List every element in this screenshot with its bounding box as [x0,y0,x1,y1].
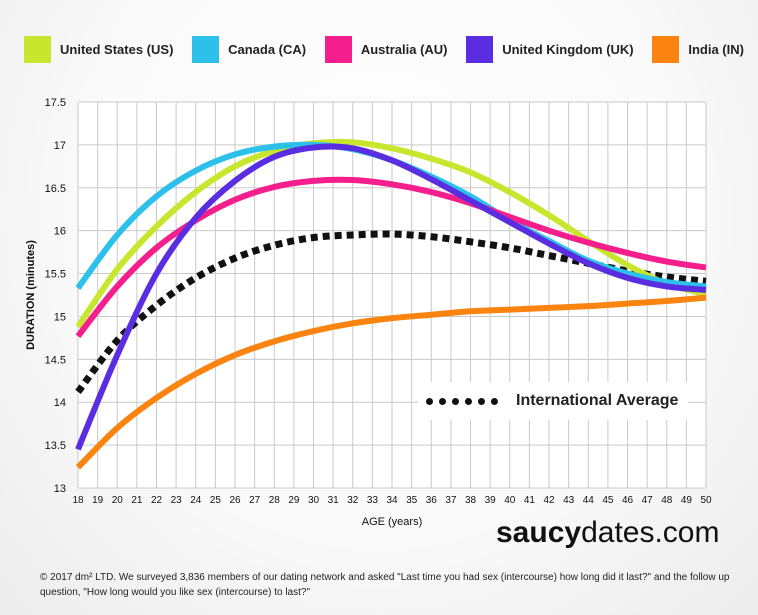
brand-rest: dates.com [581,516,720,549]
x-tick-label: 48 [661,495,673,506]
x-axis-ticks: 18 19 20 21 22 23 24 25 26 27 28 29 30 31 32 33 34 35 36 37… [72,495,712,506]
brand-bold: saucy [496,516,582,549]
legend-label-au: Australia (AU) [360,42,448,57]
x-tick-label: 45 [602,495,614,506]
y-tick-label: 15.5 [45,269,66,281]
y-tick-label: 17 [54,140,66,152]
x-tick-label: 47 [642,495,654,506]
x-tick-label: 33 [367,495,379,506]
x-tick-label: 41 [524,495,536,506]
average-legend-swatch [426,397,498,405]
y-tick-label: 16.5 [45,183,66,195]
x-tick-label: 18 [72,495,84,506]
x-tick-label: 38 [465,495,477,506]
legend-swatch-ca [192,36,220,63]
y-tick-label: 14 [54,397,66,409]
x-axis-title: AGE (years) [362,516,423,528]
x-tick-label: 31 [328,495,340,506]
x-tick-label: 46 [622,495,634,506]
legend-swatch-uk [466,36,494,63]
legend-item-au: Australia (AU) [324,36,448,63]
series [75,138,707,470]
series-line-india-in [75,294,707,470]
x-tick-label: 28 [269,495,281,506]
x-tick-label: 32 [347,495,359,506]
average-legend: International Average [418,382,688,420]
x-tick-label: 49 [681,495,693,506]
legend-label-uk: United Kingdom (UK) [502,42,634,57]
y-tick-label: 17.5 [45,97,66,109]
x-tick-label: 23 [171,495,183,506]
legend-item-us: United States (US) [24,36,173,63]
x-tick-label: 39 [485,495,497,506]
x-tick-label: 29 [288,495,300,506]
brand-logo: saucydates.com [496,516,719,550]
legend-swatch-au [324,36,352,63]
legend-label-ca: Canada (CA) [228,42,307,57]
y-tick-label: 16 [54,226,66,238]
series-line-united-kingdom-uk [75,143,707,451]
legend-swatch-in [652,36,680,63]
x-tick-label: 36 [426,495,438,506]
x-tick-label: 42 [543,495,555,506]
x-tick-label: 27 [249,495,261,506]
y-tick-label: 14.5 [45,354,66,366]
y-axis-title: DURATION (minutes) [25,240,37,350]
legend-item-ca: Canada (CA) [192,36,306,63]
x-tick-label: 26 [229,495,241,506]
y-tick-label: 13.5 [45,440,66,452]
x-tick-label: 22 [151,495,163,506]
x-tick-label: 44 [583,495,595,506]
x-tick-label: 34 [386,495,398,506]
legend-item-uk: United Kingdom (UK) [466,36,634,63]
y-axis-ticks: 13 13.5 14 14.5 15 15.5 16 16.5 17 17.5 [45,97,66,495]
average-legend-label: International Average [516,392,679,409]
x-tick-label: 24 [190,495,202,506]
x-tick-label: 20 [112,495,124,506]
legend-label-us: United States (US) [60,42,174,57]
x-tick-label: 50 [700,495,712,506]
x-tick-label: 43 [563,495,575,506]
footer-note: © 2017 dm² LTD. We surveyed 3,836 member… [40,572,730,598]
x-tick-label: 37 [445,495,457,506]
x-tick-label: 25 [210,495,222,506]
x-tick-label: 40 [504,495,516,506]
legend-label-in: India (IN) [688,42,744,57]
y-tick-label: 15 [54,311,66,323]
x-tick-label: 19 [92,495,104,506]
legend-swatch-us [24,36,51,63]
x-tick-label: 21 [131,495,143,506]
legend-item-in: India (IN) [652,36,744,63]
x-tick-label: 30 [308,495,320,506]
legend: United States (US) Canada (CA) Australia… [24,36,744,63]
x-tick-label: 35 [406,495,418,506]
y-tick-label: 13 [54,483,66,495]
